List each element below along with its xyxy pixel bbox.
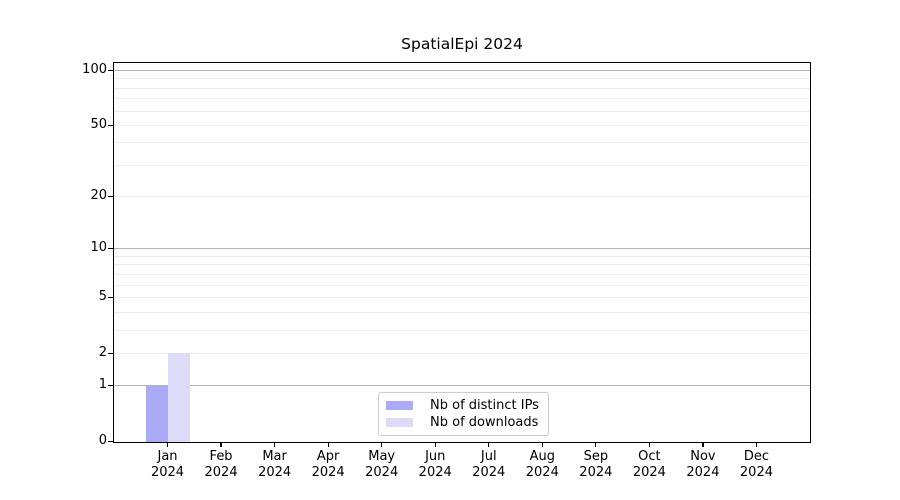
y-tick-1 bbox=[108, 385, 114, 387]
x-tick-label-nov: Nov 2024 bbox=[673, 449, 733, 481]
x-tick-jan bbox=[166, 442, 169, 447]
x-tick-jul bbox=[488, 442, 490, 447]
x-tick-year-oct: 2024 bbox=[632, 465, 666, 480]
y-tick-5 bbox=[108, 296, 114, 299]
x-tick-month-dec: Dec bbox=[743, 449, 770, 464]
x-tick-jun bbox=[434, 442, 436, 447]
x-tick-may bbox=[381, 442, 383, 447]
x-tick-sep bbox=[595, 442, 597, 447]
gridline-4 bbox=[114, 311, 810, 313]
y-tick-0 bbox=[108, 440, 114, 443]
x-tick-label-may: May 2024 bbox=[352, 449, 412, 481]
x-tick-label-oct: Oct 2024 bbox=[619, 449, 679, 481]
x-tick-month-mar: Mar bbox=[262, 449, 287, 464]
y-tick-label-100: 100 bbox=[82, 62, 107, 77]
y-tick-label-20: 20 bbox=[90, 188, 107, 204]
y-tick-label-0: 0 bbox=[98, 433, 107, 448]
x-tick-year-jan: 2024 bbox=[150, 465, 185, 480]
gridline-100 bbox=[114, 70, 810, 71]
x-tick-month-apr: Apr bbox=[316, 449, 340, 464]
y-tick-label-10: 10 bbox=[90, 240, 107, 256]
legend-label-distinct-ips: Nb of distinct IPs bbox=[430, 398, 539, 413]
gridline-30 bbox=[114, 164, 810, 166]
bar-nb-of-distinct-ips-jan bbox=[145, 385, 168, 442]
x-tick-month-may: May bbox=[368, 449, 396, 464]
legend-swatch-downloads-icon bbox=[386, 418, 413, 427]
y-tick-label-1: 1 bbox=[98, 377, 107, 393]
x-tick-label-apr: Apr 2024 bbox=[298, 449, 358, 481]
legend-item-distinct-ips: Nb of distinct IPs bbox=[386, 398, 539, 413]
gridline-20 bbox=[114, 196, 810, 198]
x-tick-label-aug: Aug 2024 bbox=[512, 449, 572, 481]
x-tick-year-dec: 2024 bbox=[739, 465, 773, 480]
gridline-3 bbox=[114, 329, 810, 331]
x-tick-aug bbox=[541, 442, 543, 447]
x-tick-label-dec: Dec 2024 bbox=[726, 449, 786, 481]
gridline-70 bbox=[114, 98, 810, 100]
gridline-90 bbox=[114, 78, 810, 80]
gridline-10 bbox=[114, 248, 810, 250]
y-tick-20 bbox=[108, 196, 114, 198]
gridline-6 bbox=[114, 284, 810, 286]
x-tick-nov bbox=[702, 442, 704, 447]
gridline-7 bbox=[114, 273, 810, 275]
y-tick-10 bbox=[108, 248, 114, 250]
bar-nb-of-downloads-jan bbox=[167, 353, 190, 442]
x-tick-oct bbox=[648, 442, 650, 447]
x-tick-year-aug: 2024 bbox=[525, 465, 559, 480]
x-tick-month-oct: Oct bbox=[638, 449, 661, 464]
x-tick-year-apr: 2024 bbox=[311, 465, 345, 480]
y-tick-label-2: 2 bbox=[98, 344, 107, 360]
x-tick-year-mar: 2024 bbox=[258, 465, 292, 480]
x-tick-month-sep: Sep bbox=[583, 449, 609, 464]
x-tick-month-jul: Jul bbox=[480, 449, 497, 464]
x-tick-month-nov: Nov bbox=[690, 449, 716, 464]
legend-item-downloads: Nb of downloads bbox=[386, 415, 539, 430]
x-tick-year-jul: 2024 bbox=[472, 465, 506, 480]
x-tick-month-jun: Jun bbox=[425, 449, 446, 464]
x-tick-year-nov: 2024 bbox=[686, 465, 720, 480]
gridline-60 bbox=[114, 110, 810, 112]
x-tick-apr bbox=[327, 442, 329, 447]
gridline-1 bbox=[114, 385, 810, 387]
x-tick-month-aug: Aug bbox=[529, 449, 555, 464]
y-tick-label-5: 5 bbox=[98, 288, 107, 304]
x-tick-year-may: 2024 bbox=[365, 465, 399, 480]
legend-label-downloads: Nb of downloads bbox=[430, 415, 539, 430]
gridline-80 bbox=[114, 87, 810, 89]
x-tick-month-feb: Feb bbox=[209, 449, 233, 464]
gridline-9 bbox=[114, 255, 810, 257]
gridline-5 bbox=[114, 296, 810, 298]
x-tick-feb bbox=[220, 442, 222, 447]
y-tick-label-50: 50 bbox=[90, 116, 107, 132]
y-tick-50 bbox=[108, 124, 114, 127]
legend: Nb of distinct IPs Nb of downloads bbox=[378, 392, 549, 436]
gridline-40 bbox=[114, 142, 810, 144]
x-tick-label-feb: Feb 2024 bbox=[191, 449, 251, 481]
x-tick-label-jul: Jul 2024 bbox=[459, 449, 519, 481]
x-tick-label-jan: Jan 2024 bbox=[138, 449, 198, 481]
x-tick-year-feb: 2024 bbox=[204, 465, 238, 480]
x-tick-mar bbox=[274, 442, 276, 447]
y-tick-100 bbox=[108, 69, 114, 72]
x-tick-year-sep: 2024 bbox=[579, 465, 613, 480]
chart-title: SpatialEpi 2024 bbox=[401, 35, 523, 53]
gridline-8 bbox=[114, 264, 810, 266]
x-tick-label-sep: Sep 2024 bbox=[566, 449, 626, 481]
x-tick-dec bbox=[755, 442, 758, 447]
x-tick-label-mar: Mar 2024 bbox=[245, 449, 305, 481]
gridline-2 bbox=[114, 352, 810, 354]
x-tick-month-jan: Jan bbox=[157, 449, 178, 464]
gridline-50 bbox=[114, 124, 810, 126]
y-tick-2 bbox=[108, 352, 114, 354]
legend-swatch-distinct-ips-icon bbox=[386, 401, 413, 410]
x-tick-year-jun: 2024 bbox=[418, 465, 452, 480]
x-tick-label-jun: Jun 2024 bbox=[405, 449, 465, 481]
